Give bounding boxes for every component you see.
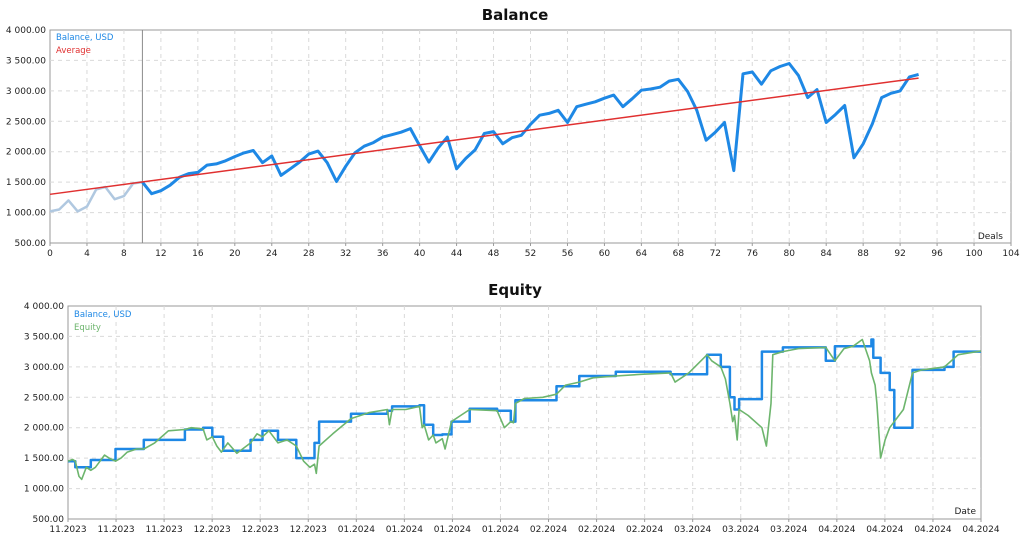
equity-x-tick-label: 11.2023 [97,525,134,535]
balance-x-tick-label: 60 [599,249,611,259]
equity-x-tick-label: 03.2024 [770,525,807,535]
balance-x-tick-label: 32 [340,249,351,259]
balance-x-tick-label: 24 [266,249,278,259]
equity-plot-area [67,305,982,520]
balance-y-axis: 500.00 1 000.00 1 500.00 2 000.00 2 500.00 3 … [6,26,46,249]
equity-y-axis: 500.00 1 000.00 1 500.00 2 000.00 2 500.00 3 … [24,302,64,525]
balance-x-tick-label: 28 [303,249,315,259]
equity-chart: Equity 500.00 1 000.00 1 500.00 2 000.00 2 5… [24,281,1000,535]
equity-legend-balance: Balance, USD [74,310,132,320]
balance-legend-balance: Balance, USD [56,33,114,43]
balance-x-tick-label: 96 [931,249,943,259]
balance-y-tick-label: 4 000.00 [6,26,46,36]
balance-y-tick-label: 2 500.00 [6,117,46,127]
balance-y-tick-label: 3 000.00 [6,87,46,97]
equity-y-tick-label: 500.00 [33,515,65,525]
equity-x-tick-label: 12.2023 [290,525,327,535]
average-series-line [49,77,919,196]
equity-y-tick-label: 3 000.00 [24,363,64,373]
balance-x-tick-label: 16 [192,249,204,259]
balance-x-tick-label: 44 [451,249,463,259]
equity-x-tick-label: 12.2023 [194,525,231,535]
balance-x-tick-label: 56 [562,249,574,259]
equity-x-tick-label: 03.2024 [674,525,711,535]
balance-series-line [141,62,919,196]
equity-y-tick-label: 1 500.00 [24,454,64,464]
equity-x-tick-label: 01.2024 [386,525,423,535]
balance-x-tick-label: 100 [965,249,982,259]
balance-x-tick-label: 68 [673,249,685,259]
balance-x-tick-label: 20 [229,249,241,259]
balance-y-tick-label: 1 500.00 [6,178,46,188]
balance-chart: Balance 500.00 1 000.00 1 500.00 2 000.00 2 … [6,6,1020,259]
balance-legend-average: Average [56,46,91,56]
balance-y-tick-label: 1 000.00 [6,209,46,219]
balance-x-tick-label: 48 [488,249,500,259]
equity-series-line [67,338,982,481]
balance-x-tick-label: 64 [636,249,648,259]
equity-x-tick-label: 02.2024 [530,525,567,535]
equity-chart-title: Equity [488,281,542,299]
balance-chart-title: Balance [482,6,549,24]
balance-x-tick-label: 80 [784,249,796,259]
equity-y-tick-label: 4 000.00 [24,302,64,312]
equity-series-group [67,338,982,481]
balance-x-axis-label: Deals [978,232,1003,242]
equity-y-tick-label: 2 500.00 [24,393,64,403]
balance-y-tick-label: 2 000.00 [6,148,46,158]
balance-y-tick-label: 3 500.00 [6,56,46,66]
balance-x-tick-label: 12 [155,249,166,259]
equity-gridlines [68,306,981,519]
equity-x-tick-label: 11.2023 [49,525,86,535]
balance-x-tick-label: 88 [857,249,869,259]
equity-x-axis-label: Date [954,507,976,517]
balance-x-tick-label: 84 [820,249,832,259]
equity-x-tick-label: 11.2023 [145,525,182,535]
balance-x-tick-label: 52 [525,249,536,259]
balance-y-tick-label: 500.00 [15,239,47,249]
balance-x-tick-label: 4 [84,249,90,259]
balance-x-tick-label: 76 [747,249,759,259]
balance-series-group [49,62,919,213]
balance-x-tick-label: 8 [121,249,127,259]
equity-x-tick-label: 01.2024 [482,525,519,535]
equity-legend-equity: Equity [74,323,101,333]
equity-y-tick-label: 3 500.00 [24,332,64,342]
equity-x-tick-label: 02.2024 [578,525,615,535]
balance-x-axis: 0 4 8 12 16 20 24 28 32 36 40 44 48 52 56 60 64 68 72 76 80 8… [47,243,1020,259]
equity-x-tick-label: 04.2024 [818,525,855,535]
equity-x-tick-label: 04.2024 [866,525,903,535]
balance-x-tick-label: 0 [47,249,53,259]
equity-x-tick-label: 02.2024 [626,525,663,535]
equity-x-tick-label: 03.2024 [722,525,759,535]
balance-series-initial-line [49,180,143,213]
equity-x-tick-label: 01.2024 [338,525,375,535]
equity-x-tick-label: 01.2024 [434,525,471,535]
equity-y-tick-label: 2 000.00 [24,424,64,434]
equity-x-axis: 11.2023 11.2023 11.2023 12.2023 12.2023 12.20… [49,519,1000,535]
balance-x-tick-label: 72 [710,249,721,259]
balance-x-tick-label: 36 [377,249,389,259]
equity-x-tick-label: 04.2024 [914,525,951,535]
balance-x-tick-label: 104 [1002,249,1019,259]
balance-x-tick-label: 92 [894,249,905,259]
equity-y-tick-label: 1 000.00 [24,485,64,495]
equity-x-tick-label: 04.2024 [962,525,999,535]
equity-x-tick-label: 12.2023 [242,525,279,535]
balance-x-tick-label: 40 [414,249,426,259]
